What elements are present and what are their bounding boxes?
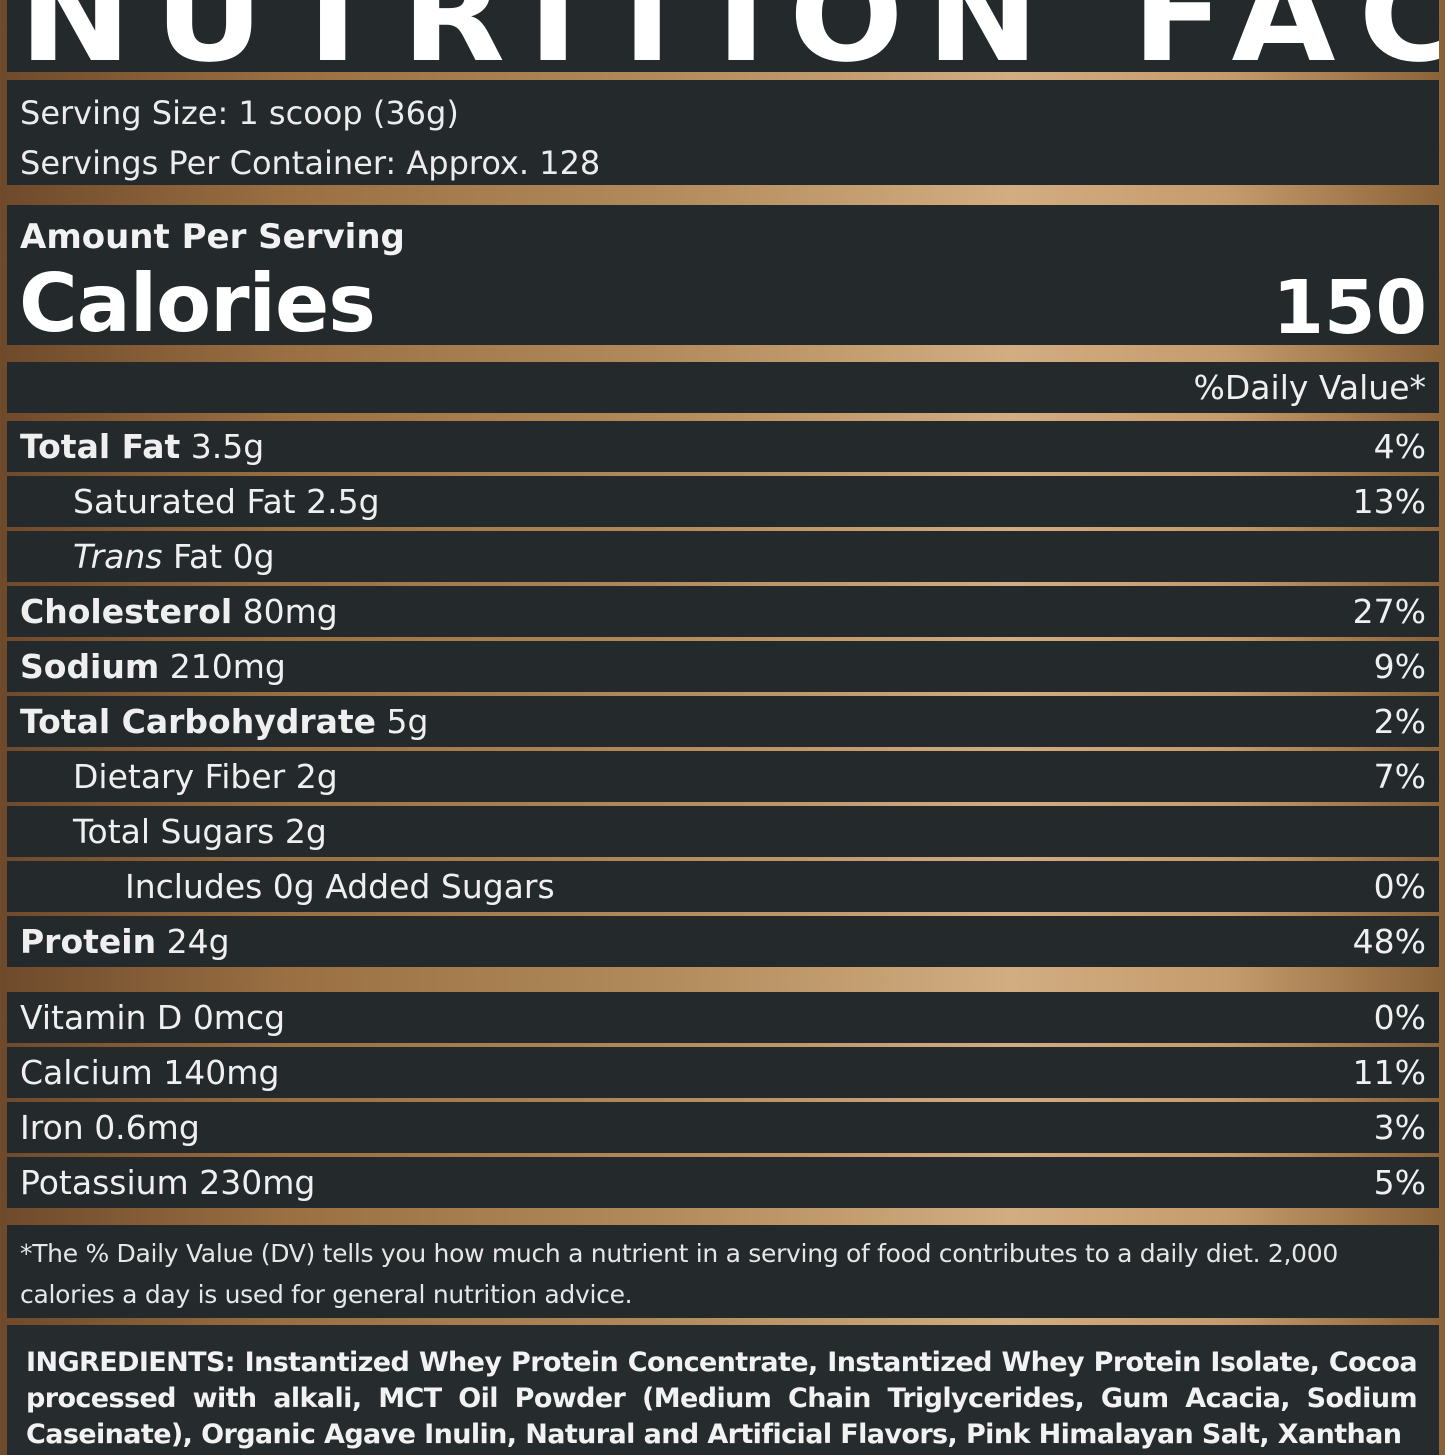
- vitamin-dv: 11%: [1352, 1053, 1426, 1092]
- nutrient-dv: 13%: [1352, 482, 1426, 521]
- nutrient-row-dietary-fiber: Dietary Fiber 2g 7%: [7, 751, 1439, 802]
- nutrient-amount: 24g: [166, 922, 230, 961]
- nutrient-row-trans-fat: Trans Fat 0g: [7, 531, 1439, 582]
- nutrient-row-total-sugars: Total Sugars 2g: [7, 806, 1439, 857]
- vitamin-amount: 0mcg: [192, 998, 286, 1037]
- vitamin-dv: 3%: [1373, 1108, 1426, 1147]
- vitamin-row-calcium: Calcium 140mg 11%: [7, 1047, 1439, 1098]
- daily-value-header: %Daily Value*: [1193, 368, 1426, 407]
- vitamin-amount: 0.6mg: [94, 1108, 200, 1147]
- nutrient-name: Fat: [173, 537, 223, 576]
- daily-value-footnote: *The % Daily Value (DV) tells you how mu…: [7, 1225, 1439, 1318]
- vitamin-name: Calcium: [20, 1053, 153, 1092]
- nutrient-name: Saturated Fat: [73, 482, 296, 521]
- nutrient-amount: 3.5g: [190, 427, 265, 466]
- nutrient-dv: 0%: [1373, 867, 1426, 906]
- daily-value-header-row: %Daily Value*: [7, 362, 1439, 413]
- nutrient-name: Dietary Fiber: [73, 757, 286, 796]
- serving-info-panel: Serving Size: 1 scoop (36g) Servings Per…: [7, 80, 1439, 185]
- nutrient-dv: 27%: [1352, 592, 1426, 631]
- calories-value: 150: [1272, 265, 1427, 351]
- footnote-line-2: calories a day is used for general nutri…: [20, 1280, 633, 1309]
- nutrient-amount: 5g: [386, 702, 429, 741]
- nutrient-name: Total Sugars: [73, 812, 275, 851]
- nutrient-dv: 7%: [1373, 757, 1426, 796]
- calories-label: Calories: [19, 257, 376, 350]
- label-title: NUTRITION FACTS: [19, 0, 1439, 72]
- nutrient-name: Total Carbohydrate: [20, 702, 377, 741]
- nutrient-amount: 2g: [284, 812, 327, 851]
- nutrient-name: Total Fat: [20, 427, 181, 466]
- nutrient-name: Cholesterol: [20, 592, 233, 631]
- nutrient-dv: 4%: [1373, 427, 1426, 466]
- nutrient-name: Includes 0g Added Sugars: [125, 867, 555, 906]
- vitamin-row-vitamin-d: Vitamin D 0mcg 0%: [7, 992, 1439, 1043]
- vitamin-dv: 0%: [1373, 998, 1426, 1037]
- nutrient-amount: 210mg: [169, 647, 286, 686]
- nutrient-name: Sodium: [20, 647, 160, 686]
- vitamin-row-iron: Iron 0.6mg 3%: [7, 1102, 1439, 1153]
- nutrient-amount: 2.5g: [306, 482, 380, 521]
- nutrient-dv: 48%: [1352, 922, 1426, 961]
- amount-per-serving-label: Amount Per Serving: [20, 217, 405, 257]
- nutrient-row-saturated-fat: Saturated Fat 2.5g 13%: [7, 476, 1439, 527]
- calories-panel: Amount Per Serving Calories 150: [7, 205, 1439, 351]
- ingredients-text: INGREDIENTS: Instantized Whey Protein Co…: [26, 1347, 1418, 1450]
- footnote-line-1: *The % Daily Value (DV) tells you how mu…: [20, 1239, 1338, 1268]
- nutrient-dv: 2%: [1373, 702, 1426, 741]
- label-title-bar: NUTRITION FACTS: [7, 0, 1439, 72]
- serving-size: Serving Size: 1 scoop (36g): [20, 94, 459, 132]
- nutrient-name: Protein: [20, 922, 157, 961]
- nutrient-row-cholesterol: Cholesterol 80mg 27%: [7, 586, 1439, 637]
- vitamin-name: Potassium: [20, 1163, 189, 1202]
- vitamin-dv: 5%: [1373, 1163, 1426, 1202]
- nutrient-amount: 0g: [232, 537, 275, 576]
- nutrient-row-protein: Protein 24g 48%: [7, 916, 1439, 967]
- nutrient-dv: 9%: [1373, 647, 1426, 686]
- vitamin-row-potassium: Potassium 230mg 5%: [7, 1157, 1439, 1208]
- nutrient-amount: 2g: [295, 757, 338, 796]
- nutrient-row-total-fat: Total Fat 3.5g 4%: [7, 421, 1439, 472]
- nutrient-row-added-sugars: Includes 0g Added Sugars 0%: [7, 861, 1439, 912]
- servings-per-container: Servings Per Container: Approx. 128: [20, 144, 601, 182]
- nutrient-row-sodium: Sodium 210mg 9%: [7, 641, 1439, 692]
- nutrient-row-total-carbohydrate: Total Carbohydrate 5g 2%: [7, 696, 1439, 747]
- vitamin-amount: 230mg: [199, 1163, 316, 1202]
- nutrient-name-italic: Trans: [73, 537, 163, 576]
- nutrient-amount: 80mg: [242, 592, 338, 631]
- ingredients-panel: INGREDIENTS: Instantized Whey Protein Co…: [7, 1325, 1439, 1455]
- vitamin-amount: 140mg: [163, 1053, 280, 1092]
- vitamin-name: Vitamin D: [20, 998, 183, 1037]
- vitamin-name: Iron: [20, 1108, 84, 1147]
